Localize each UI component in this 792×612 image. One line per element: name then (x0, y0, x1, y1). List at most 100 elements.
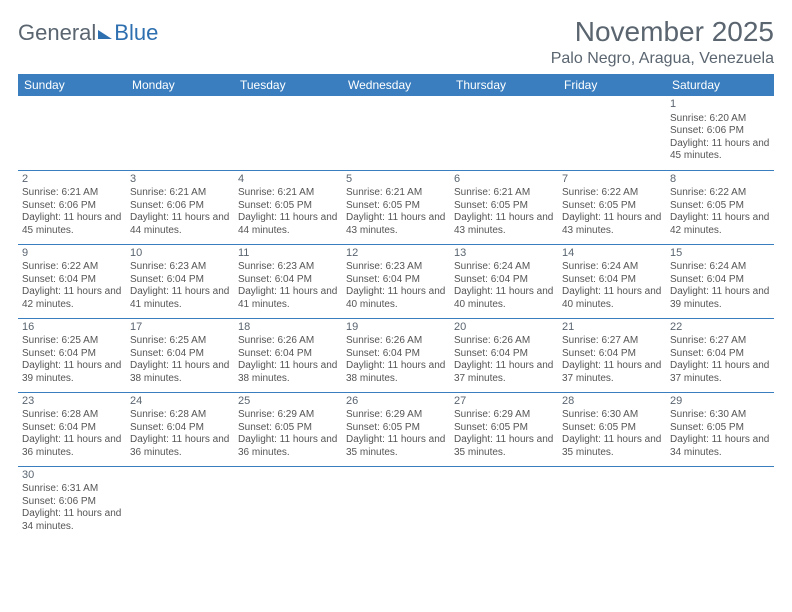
daylight-text: Daylight: 11 hours and 43 minutes. (454, 212, 554, 237)
calendar-cell-empty (666, 466, 774, 540)
sunrise-text: Sunrise: 6:23 AM (238, 261, 338, 274)
sunset-text: Sunset: 6:05 PM (562, 422, 662, 435)
calendar-cell-empty (126, 96, 234, 170)
day-number: 11 (238, 247, 338, 261)
sunset-text: Sunset: 6:05 PM (670, 200, 770, 213)
sunset-text: Sunset: 6:05 PM (670, 422, 770, 435)
daylight-text: Daylight: 11 hours and 40 minutes. (562, 286, 662, 311)
daylight-text: Daylight: 11 hours and 35 minutes. (346, 434, 446, 459)
sunrise-text: Sunrise: 6:26 AM (346, 335, 446, 348)
daylight-text: Daylight: 11 hours and 35 minutes. (454, 434, 554, 459)
day-number: 26 (346, 395, 446, 409)
sunrise-text: Sunrise: 6:24 AM (562, 261, 662, 274)
daylight-text: Daylight: 11 hours and 36 minutes. (22, 434, 122, 459)
weekday-row: SundayMondayTuesdayWednesdayThursdayFrid… (18, 74, 774, 96)
calendar-cell-empty (18, 96, 126, 170)
sunset-text: Sunset: 6:04 PM (238, 274, 338, 287)
sunrise-text: Sunrise: 6:29 AM (346, 409, 446, 422)
calendar-cell: 30Sunrise: 6:31 AMSunset: 6:06 PMDayligh… (18, 466, 126, 540)
sunrise-text: Sunrise: 6:29 AM (238, 409, 338, 422)
calendar-cell: 5Sunrise: 6:21 AMSunset: 6:05 PMDaylight… (342, 170, 450, 244)
sunrise-text: Sunrise: 6:21 AM (238, 187, 338, 200)
weekday-header: Friday (558, 74, 666, 96)
daylight-text: Daylight: 11 hours and 39 minutes. (22, 360, 122, 385)
day-number: 15 (670, 247, 770, 261)
day-number: 29 (670, 395, 770, 409)
day-number: 24 (130, 395, 230, 409)
sunset-text: Sunset: 6:04 PM (346, 348, 446, 361)
calendar-cell-empty (450, 96, 558, 170)
location-text: Palo Negro, Aragua, Venezuela (551, 50, 774, 68)
sunrise-text: Sunrise: 6:30 AM (670, 409, 770, 422)
day-number: 22 (670, 321, 770, 335)
calendar-cell: 19Sunrise: 6:26 AMSunset: 6:04 PMDayligh… (342, 318, 450, 392)
sunrise-text: Sunrise: 6:30 AM (562, 409, 662, 422)
calendar-cell-empty (450, 466, 558, 540)
daylight-text: Daylight: 11 hours and 37 minutes. (562, 360, 662, 385)
sunset-text: Sunset: 6:05 PM (238, 200, 338, 213)
sunrise-text: Sunrise: 6:21 AM (22, 187, 122, 200)
calendar-cell: 29Sunrise: 6:30 AMSunset: 6:05 PMDayligh… (666, 392, 774, 466)
day-number: 2 (22, 173, 122, 187)
calendar-cell: 27Sunrise: 6:29 AMSunset: 6:05 PMDayligh… (450, 392, 558, 466)
calendar-table: SundayMondayTuesdayWednesdayThursdayFrid… (18, 74, 774, 540)
calendar-row: 23Sunrise: 6:28 AMSunset: 6:04 PMDayligh… (18, 392, 774, 466)
weekday-header: Thursday (450, 74, 558, 96)
calendar-cell-empty (342, 466, 450, 540)
day-number: 5 (346, 173, 446, 187)
daylight-text: Daylight: 11 hours and 34 minutes. (670, 434, 770, 459)
calendar-cell: 12Sunrise: 6:23 AMSunset: 6:04 PMDayligh… (342, 244, 450, 318)
daylight-text: Daylight: 11 hours and 45 minutes. (670, 138, 770, 163)
daylight-text: Daylight: 11 hours and 43 minutes. (346, 212, 446, 237)
calendar-body: 1Sunrise: 6:20 AMSunset: 6:06 PMDaylight… (18, 96, 774, 540)
sunrise-text: Sunrise: 6:22 AM (562, 187, 662, 200)
daylight-text: Daylight: 11 hours and 37 minutes. (454, 360, 554, 385)
calendar-cell: 23Sunrise: 6:28 AMSunset: 6:04 PMDayligh… (18, 392, 126, 466)
day-number: 12 (346, 247, 446, 261)
calendar-cell: 6Sunrise: 6:21 AMSunset: 6:05 PMDaylight… (450, 170, 558, 244)
daylight-text: Daylight: 11 hours and 38 minutes. (346, 360, 446, 385)
sunset-text: Sunset: 6:04 PM (22, 348, 122, 361)
day-number: 27 (454, 395, 554, 409)
day-number: 14 (562, 247, 662, 261)
calendar-cell: 20Sunrise: 6:26 AMSunset: 6:04 PMDayligh… (450, 318, 558, 392)
page-root: GeneralBlue November 2025 Palo Negro, Ar… (0, 0, 792, 540)
calendar-row: 30Sunrise: 6:31 AMSunset: 6:06 PMDayligh… (18, 466, 774, 540)
calendar-cell-empty (234, 96, 342, 170)
sunrise-text: Sunrise: 6:28 AM (22, 409, 122, 422)
calendar-cell: 3Sunrise: 6:21 AMSunset: 6:06 PMDaylight… (126, 170, 234, 244)
weekday-header: Monday (126, 74, 234, 96)
day-number: 21 (562, 321, 662, 335)
day-number: 23 (22, 395, 122, 409)
sunrise-text: Sunrise: 6:24 AM (670, 261, 770, 274)
logo-word1: General (18, 20, 96, 46)
day-number: 30 (22, 469, 122, 483)
calendar-cell: 15Sunrise: 6:24 AMSunset: 6:04 PMDayligh… (666, 244, 774, 318)
daylight-text: Daylight: 11 hours and 40 minutes. (454, 286, 554, 311)
calendar-cell: 4Sunrise: 6:21 AMSunset: 6:05 PMDaylight… (234, 170, 342, 244)
day-number: 9 (22, 247, 122, 261)
sunrise-text: Sunrise: 6:24 AM (454, 261, 554, 274)
sunrise-text: Sunrise: 6:21 AM (130, 187, 230, 200)
sunrise-text: Sunrise: 6:27 AM (562, 335, 662, 348)
logo: GeneralBlue (18, 16, 158, 46)
day-number: 8 (670, 173, 770, 187)
daylight-text: Daylight: 11 hours and 42 minutes. (22, 286, 122, 311)
sunset-text: Sunset: 6:06 PM (22, 200, 122, 213)
sunset-text: Sunset: 6:04 PM (346, 274, 446, 287)
calendar-cell: 16Sunrise: 6:25 AMSunset: 6:04 PMDayligh… (18, 318, 126, 392)
daylight-text: Daylight: 11 hours and 43 minutes. (562, 212, 662, 237)
day-number: 16 (22, 321, 122, 335)
weekday-header: Wednesday (342, 74, 450, 96)
day-number: 1 (670, 98, 770, 112)
calendar-header: SundayMondayTuesdayWednesdayThursdayFrid… (18, 74, 774, 96)
page-title: November 2025 (551, 16, 774, 48)
calendar-cell-empty (342, 96, 450, 170)
sunset-text: Sunset: 6:04 PM (130, 274, 230, 287)
day-number: 28 (562, 395, 662, 409)
calendar-cell: 28Sunrise: 6:30 AMSunset: 6:05 PMDayligh… (558, 392, 666, 466)
sunset-text: Sunset: 6:04 PM (562, 348, 662, 361)
daylight-text: Daylight: 11 hours and 40 minutes. (346, 286, 446, 311)
sunrise-text: Sunrise: 6:29 AM (454, 409, 554, 422)
sunset-text: Sunset: 6:05 PM (238, 422, 338, 435)
